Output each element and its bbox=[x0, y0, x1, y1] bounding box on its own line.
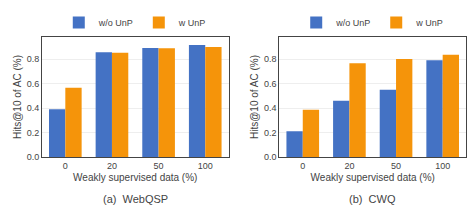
svg-text:(b) CWQ: (b) CWQ bbox=[349, 193, 396, 205]
svg-text:0.6: 0.6 bbox=[27, 79, 40, 89]
svg-text:100: 100 bbox=[198, 161, 213, 171]
svg-text:0.2: 0.2 bbox=[27, 128, 40, 138]
svg-text:w/o UnP: w/o UnP bbox=[98, 18, 133, 28]
svg-text:0.0: 0.0 bbox=[27, 152, 40, 162]
svg-text:Hits@10 of AC (%): Hits@10 of AC (%) bbox=[12, 55, 23, 139]
svg-text:Weakly supervised data (%): Weakly supervised data (%) bbox=[73, 172, 197, 183]
svg-text:20: 20 bbox=[344, 161, 354, 171]
svg-text:50: 50 bbox=[391, 161, 401, 171]
svg-text:50: 50 bbox=[154, 161, 164, 171]
svg-text:w UnP: w UnP bbox=[178, 18, 206, 28]
svg-text:0.8: 0.8 bbox=[264, 54, 277, 64]
svg-text:Weakly supervised data (%): Weakly supervised data (%) bbox=[311, 172, 435, 183]
svg-text:w/o UnP: w/o UnP bbox=[335, 18, 370, 28]
svg-text:0.4: 0.4 bbox=[27, 103, 40, 113]
svg-text:(a) WebQSP: (a) WebQSP bbox=[103, 193, 168, 205]
svg-text:0.0: 0.0 bbox=[264, 152, 277, 162]
svg-text:0.2: 0.2 bbox=[264, 128, 277, 138]
svg-text:Hits@10 of AC (%): Hits@10 of AC (%) bbox=[249, 55, 260, 139]
svg-text:0.6: 0.6 bbox=[264, 79, 277, 89]
svg-text:0.8: 0.8 bbox=[27, 54, 40, 64]
svg-text:w UnP: w UnP bbox=[415, 18, 443, 28]
svg-text:0.4: 0.4 bbox=[264, 103, 277, 113]
svg-text:20: 20 bbox=[107, 161, 117, 171]
svg-text:100: 100 bbox=[435, 161, 450, 171]
svg-text:0: 0 bbox=[300, 161, 305, 171]
svg-text:0: 0 bbox=[63, 161, 68, 171]
